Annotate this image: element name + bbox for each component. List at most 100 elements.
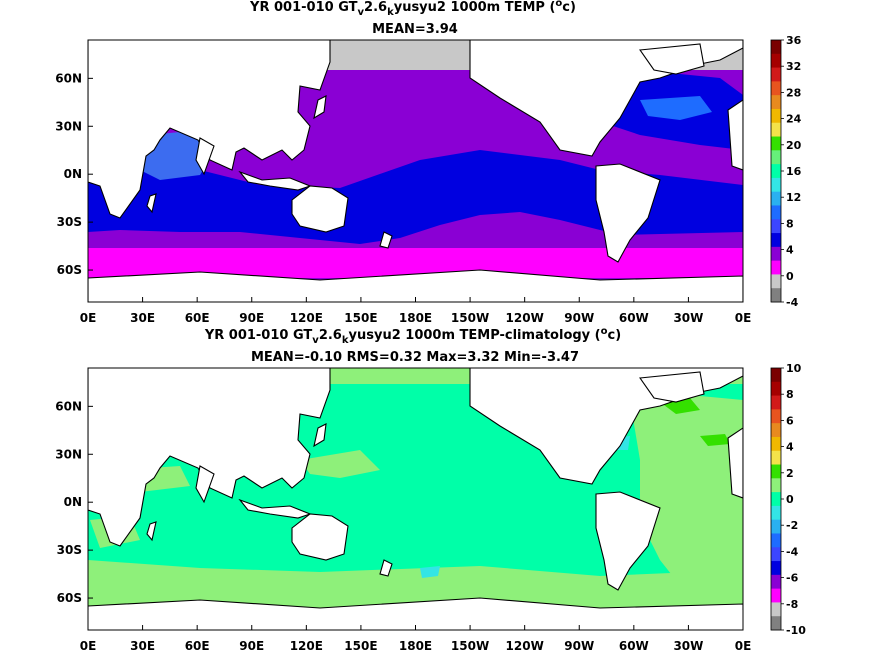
top-title-sup: o	[555, 0, 562, 9]
bottom-panel: YR 001-010 GTv2.6kyusyu2 1000m TEMP-clim…	[55, 326, 806, 653]
top-colorbar-swatch	[771, 246, 781, 262]
bottom-xtick-label: 0E	[80, 639, 97, 653]
top-xtick-label: 30E	[130, 311, 155, 325]
top-xtick-label: 90E	[239, 311, 264, 325]
bottom-colorbar-label: 6	[786, 414, 794, 427]
bottom-colorbar-swatch	[771, 436, 781, 452]
top-colorbar-swatch	[771, 53, 781, 69]
top-xtick-label: 0E	[735, 311, 752, 325]
top-xtick-label: 120W	[506, 311, 544, 325]
bottom-title-sub1: v	[312, 335, 319, 346]
bottom-title-sub2: k	[342, 335, 349, 346]
bottom-map-field	[88, 368, 743, 630]
bottom-ytick-label: 30S	[57, 543, 82, 557]
bottom-ytick-label: 60S	[57, 591, 82, 605]
top-colorbar-swatch	[771, 108, 781, 124]
bottom-colorbar-label: -2	[786, 519, 798, 532]
bottom-colorbar-swatch	[771, 574, 781, 590]
top-colorbar-label: -4	[786, 296, 799, 309]
top-colorbar-swatch	[771, 233, 781, 248]
bottom-xtick-label: 150E	[344, 639, 377, 653]
top-colorbar-label: 28	[786, 86, 801, 99]
top-colorbar-swatch	[771, 274, 781, 289]
bottom-colorbar-swatch	[771, 395, 781, 410]
top-colorbar-swatch	[771, 95, 781, 110]
bottom-colorbar-label: 4	[786, 441, 794, 454]
top-xaxis: 0E 30E 60E 90E 120E 150E 180E 150W 120W 90W 60W 30W…	[80, 297, 752, 325]
bottom-colorbar-label: -10	[786, 624, 806, 637]
bottom-colorbar-swatch	[771, 492, 781, 507]
top-colorbar-swatch	[771, 122, 781, 138]
bottom-xtick-label: 120W	[506, 639, 544, 653]
bottom-pacific-green	[300, 450, 380, 478]
top-stats: MEAN=3.94	[372, 22, 458, 37]
bottom-stats: MEAN=-0.10 RMS=0.32 Max=3.32 Min=-3.47	[251, 350, 579, 365]
bottom-xaxis: 0E 30E 60E 90E 120E 150E 180E 150W 120W 90W 60W 30W…	[80, 625, 752, 653]
bottom-colorbar-label: -6	[786, 572, 799, 585]
bottom-colorbar-label: -8	[786, 598, 798, 611]
top-colorbar-label: 12	[786, 191, 801, 204]
bottom-title-mid: 2.6	[319, 328, 342, 343]
top-atlantic-lightblue	[640, 96, 712, 120]
bottom-xtick-label: 60W	[619, 639, 649, 653]
top-colorbar-swatch	[771, 219, 781, 234]
top-colorbar-swatch	[771, 288, 781, 303]
bottom-colorbar-label: 8	[786, 388, 794, 401]
bottom-xtick-label: 0E	[735, 639, 752, 653]
bottom-colorbar-swatch	[771, 588, 781, 603]
top-title-main: YR 001-010 GT	[249, 0, 358, 15]
bottom-xtick-label: 30W	[673, 639, 703, 653]
top-colorbar-swatch	[771, 191, 781, 206]
bottom-xtick-label: 90W	[564, 639, 594, 653]
top-title: YR 001-010 GTv2.6kyusyu2 1000m TEMP (oc)	[249, 0, 576, 18]
top-colorbar-swatch	[771, 164, 781, 179]
top-colorbar-swatch	[771, 40, 781, 55]
top-title-mid: 2.6	[364, 0, 387, 15]
top-colorbar-label: 16	[786, 165, 802, 178]
top-colorbar-swatch	[771, 67, 781, 82]
bottom-colorbar-swatch	[771, 547, 781, 562]
bottom-xtick-label: 150W	[451, 639, 489, 653]
top-xtick-label: 150E	[344, 311, 377, 325]
top-colorbar-swatch	[771, 81, 781, 96]
bottom-colorbar-swatch	[771, 505, 781, 521]
bottom-xtick-label: 120E	[290, 639, 323, 653]
top-yaxis: 60N 30N 0N 30S 60S	[55, 71, 93, 277]
top-colorbar-label: 4	[786, 244, 794, 257]
top-xtick-label: 0E	[80, 311, 97, 325]
bottom-colorbar-swatch	[771, 533, 781, 548]
top-ytick-label: 60N	[55, 71, 82, 85]
top-xtick-label: 180E	[399, 311, 432, 325]
bottom-colorbar-swatch	[771, 368, 781, 383]
bottom-cyan-spot	[420, 566, 440, 578]
top-colorbar: 36 32 28 24 20 16 12 8 4 0 -4	[770, 34, 802, 309]
top-colorbar-swatch	[771, 150, 781, 165]
bottom-colorbar-label: 10	[786, 362, 802, 375]
bottom-colorbar-swatch	[771, 423, 781, 438]
top-xtick-label: 120E	[290, 311, 323, 325]
bottom-ytick-label: 60N	[55, 399, 82, 413]
bottom-colorbar-swatch	[771, 464, 781, 479]
bottom-title-unit: c)	[608, 328, 622, 343]
bottom-colorbar-swatch	[771, 519, 781, 534]
bottom-colorbar-swatch	[771, 409, 781, 424]
top-colorbar-label: 32	[786, 60, 801, 73]
top-ytick-label: 60S	[57, 263, 82, 277]
top-colorbar-label: 24	[786, 113, 802, 126]
bottom-colorbar-label: -4	[786, 545, 799, 558]
top-xtick-label: 90W	[564, 311, 594, 325]
bottom-colorbar-label: 0	[786, 493, 794, 506]
bottom-colorbar-swatch	[771, 478, 781, 493]
top-blue-tropics	[88, 150, 743, 244]
bottom-colorbar: 10 8 6 4 2 0 -2 -4 -6 -8 -10	[770, 362, 806, 637]
bottom-atlantic-brightgreen2	[700, 434, 730, 446]
bottom-southern-green	[88, 560, 743, 610]
bottom-colorbar-label: 2	[786, 467, 794, 480]
bottom-colorbar-swatch	[771, 450, 781, 466]
top-xtick-label: 60E	[185, 311, 210, 325]
top-colorbar-swatch	[771, 205, 781, 220]
bottom-title: YR 001-010 GTv2.6kyusyu2 1000m TEMP-clim…	[204, 326, 621, 346]
top-colorbar-label: 36	[786, 34, 802, 47]
top-ytick-label: 30N	[55, 119, 82, 133]
bottom-title-sup: o	[601, 326, 608, 337]
